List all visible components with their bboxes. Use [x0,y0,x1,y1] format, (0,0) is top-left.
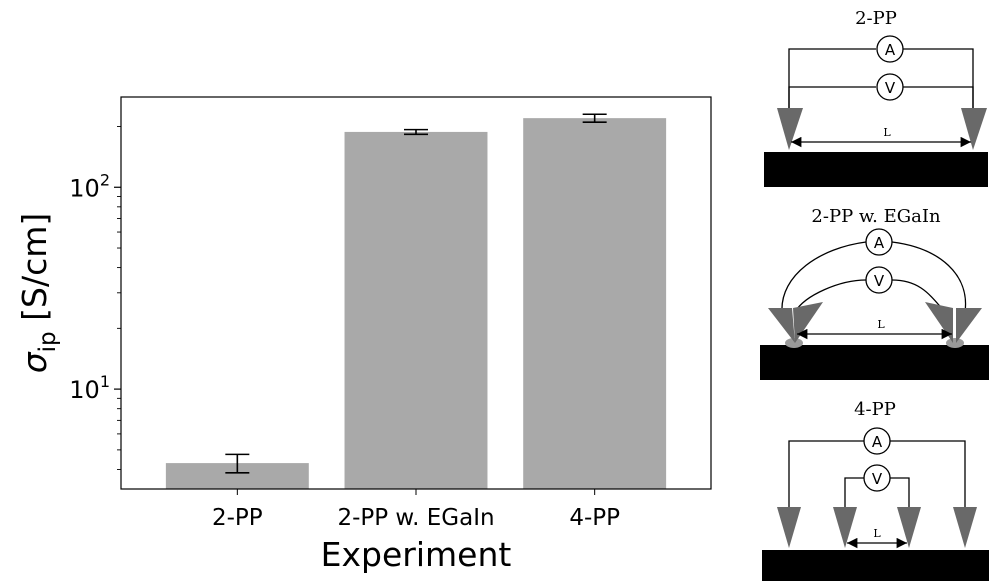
voltmeter-icon [865,266,893,294]
length-label: L [877,318,885,331]
probe-tip-icon [793,302,823,343]
schematic-title: 2-PP [855,8,897,29]
probe-tip-icon [925,302,953,343]
sample-block [762,550,989,581]
probe-tip-icon [961,108,987,150]
x-axis-ticks: 2-PP 2-PP w. EGaIn 4-PP [212,489,620,531]
voltmeter-icon [876,73,904,101]
length-label: L [873,527,881,540]
ammeter-label: A [885,41,896,59]
probe-tip-icon [777,507,801,548]
bar [344,131,488,489]
probe-tip-icon [777,108,803,150]
y-axis-ticks: 101 102 [69,126,121,470]
length-label: L [883,126,891,139]
plot-frame [120,96,712,490]
wiring [788,440,966,507]
bars [165,118,667,489]
y-tick-label: 102 [69,170,110,202]
x-tick-label: 2-PP w. EGaIn [337,505,494,531]
probe-tip-icon [956,308,982,343]
voltmeter-label: V [885,79,896,97]
sample-block [760,345,989,380]
voltmeter-label: V [874,272,885,290]
probe-tip-icon [953,507,977,548]
x-tick-label: 2-PP [212,505,263,531]
sample-block [764,152,988,187]
egain-droplet [946,338,964,348]
probe-tip-icon [833,507,857,548]
ammeter-label: A [872,433,883,451]
schematic-2pp-egain: 2-PP w. EGaIn A V L [760,206,989,380]
voltmeter-label: V [872,470,883,488]
x-axis-label: Experiment [321,535,512,574]
probe-tip-icon [897,507,921,548]
ammeter-icon [865,228,893,256]
schematic-4pp: 4-PP A V L [762,399,989,581]
error-bars [225,113,607,474]
y-tick-label: 101 [69,372,110,404]
schematic-title: 2-PP w. EGaIn [811,206,941,227]
wiring [788,48,974,112]
voltmeter-icon [863,464,891,492]
schematic-title: 4-PP [854,399,896,420]
ammeter-label: A [874,234,885,252]
ammeter-icon [876,35,904,63]
probe-tip-icon [768,308,795,343]
egain-droplet [785,338,803,348]
x-tick-label: 4-PP [569,505,620,531]
ammeter-icon [863,427,891,455]
schematic-2pp: 2-PP A V L [764,8,988,187]
y-axis-label: σip [S/cm] [15,213,61,374]
bar [523,118,667,489]
